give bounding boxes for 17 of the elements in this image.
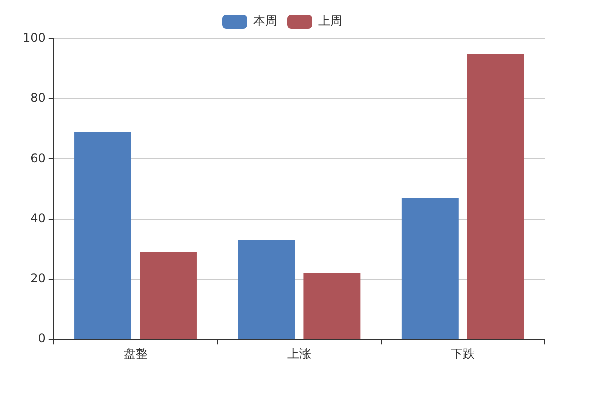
y-tick-label: 0 <box>38 332 46 346</box>
x-tick-label: 下跌 <box>451 346 476 361</box>
bar <box>74 132 132 340</box>
y-tick-label: 80 <box>30 91 46 106</box>
y-tick-label: 40 <box>30 211 46 226</box>
bar <box>467 54 524 340</box>
bar <box>238 240 296 340</box>
y-tick-label: 100 <box>23 31 46 46</box>
bar <box>304 273 361 340</box>
x-tick-label: 上涨 <box>287 346 312 361</box>
bar <box>140 252 197 340</box>
y-tick-label: 60 <box>30 151 46 166</box>
legend-label: 本周 <box>254 14 278 28</box>
legend-label: 上周 <box>318 14 342 28</box>
x-tick-label: 盘整 <box>124 346 148 361</box>
y-tick-label: 20 <box>30 272 46 286</box>
bar <box>402 198 459 340</box>
